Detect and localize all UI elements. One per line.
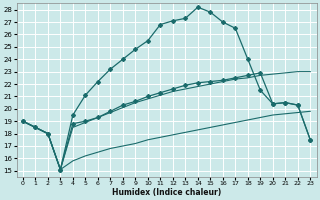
X-axis label: Humidex (Indice chaleur): Humidex (Indice chaleur) (112, 188, 221, 197)
